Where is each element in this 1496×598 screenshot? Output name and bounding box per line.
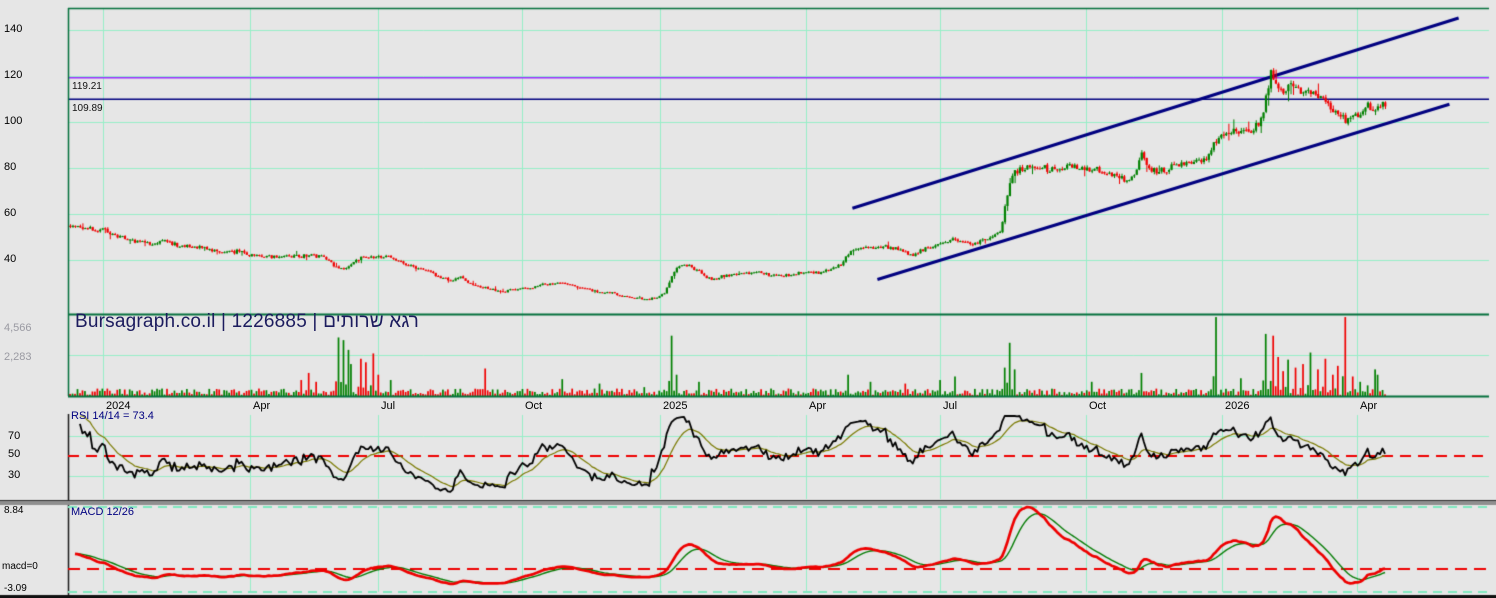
resistance-level-label: 119.21 xyxy=(72,81,102,92)
x-axis-tick-apr26: Apr xyxy=(1360,400,1378,412)
chart-watermark: Bursagraph.co.il | 1226885 | רגא שרותים xyxy=(75,311,420,332)
macd-zero-label: macd=0 xyxy=(2,561,38,572)
price-axis-tick-120: 120 xyxy=(4,69,23,81)
x-axis-tick-2024: 2024 xyxy=(106,400,131,412)
price-axis-tick-100: 100 xyxy=(4,115,23,127)
rsi-indicator-label: RSI 14/14 = 73.4 xyxy=(71,410,154,422)
x-axis-tick-oct24: Oct xyxy=(525,400,543,412)
rsi-axis-tick-70: 70 xyxy=(8,430,21,442)
volume-axis-tick-4566: 4,566 xyxy=(4,322,32,334)
macd-axis-max-label: 8.84 xyxy=(4,505,24,516)
price-axis-tick-60: 60 xyxy=(4,207,17,219)
volume-axis-tick-2283: 2,283 xyxy=(4,351,32,363)
macd-axis-min-label: -3.09 xyxy=(4,583,27,594)
x-axis-tick-apr25: Apr xyxy=(809,400,827,412)
x-axis-tick-jul24: Jul xyxy=(381,400,396,412)
price-axis-tick-140: 140 xyxy=(4,23,23,35)
x-axis-tick-apr24: Apr xyxy=(253,400,271,412)
x-axis-tick-oct25: Oct xyxy=(1089,400,1107,412)
x-axis-tick-2025: 2025 xyxy=(663,400,688,412)
macd-indicator-label: MACD 12/26 xyxy=(71,506,134,518)
support-level-label: 109.89 xyxy=(72,103,103,114)
x-axis-tick-jul25: Jul xyxy=(943,400,958,412)
rsi-axis-tick-30: 30 xyxy=(8,469,21,481)
rsi-axis-tick-50: 50 xyxy=(8,448,21,460)
price-axis-tick-40: 40 xyxy=(4,253,17,265)
price-axis-tick-80: 80 xyxy=(4,161,17,173)
x-axis-tick-2026: 2026 xyxy=(1225,400,1250,412)
